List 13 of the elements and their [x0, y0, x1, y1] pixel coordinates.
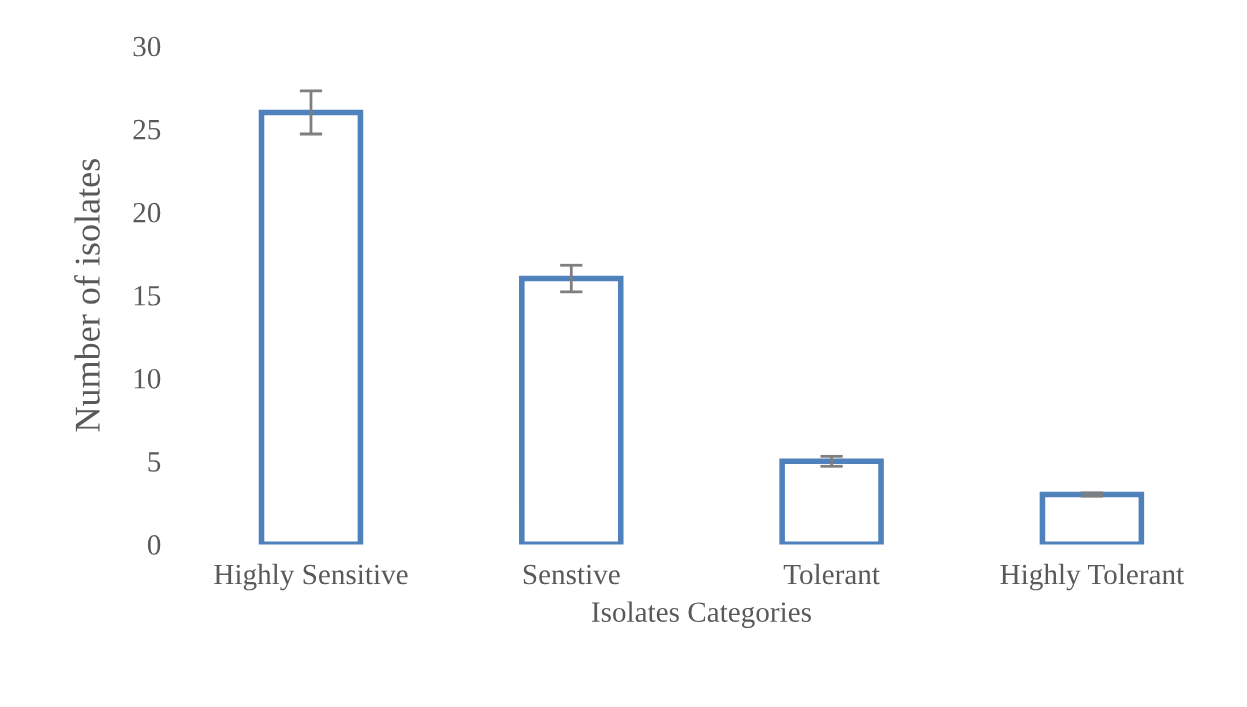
y-tick-label: 30: [133, 36, 161, 57]
y-tick-label: 20: [133, 202, 161, 223]
x-tick-label: Highly Sensitive: [214, 563, 408, 591]
y-tick-label: 15: [134, 286, 161, 306]
y-tick-label: 25: [133, 119, 161, 140]
x-tick-label: Tolerant: [783, 563, 880, 585]
x-tick-label: Senstive: [523, 564, 620, 585]
y-tick-label: 0: [147, 535, 161, 555]
y-axis-title: Number of isolates: [74, 159, 100, 432]
y-tick-label: 10: [134, 368, 161, 389]
x-tick-label: Highly Tolerant: [1000, 563, 1185, 591]
y-tick-label: 5: [148, 452, 161, 472]
x-axis-title: Isolates Categories: [591, 601, 811, 629]
